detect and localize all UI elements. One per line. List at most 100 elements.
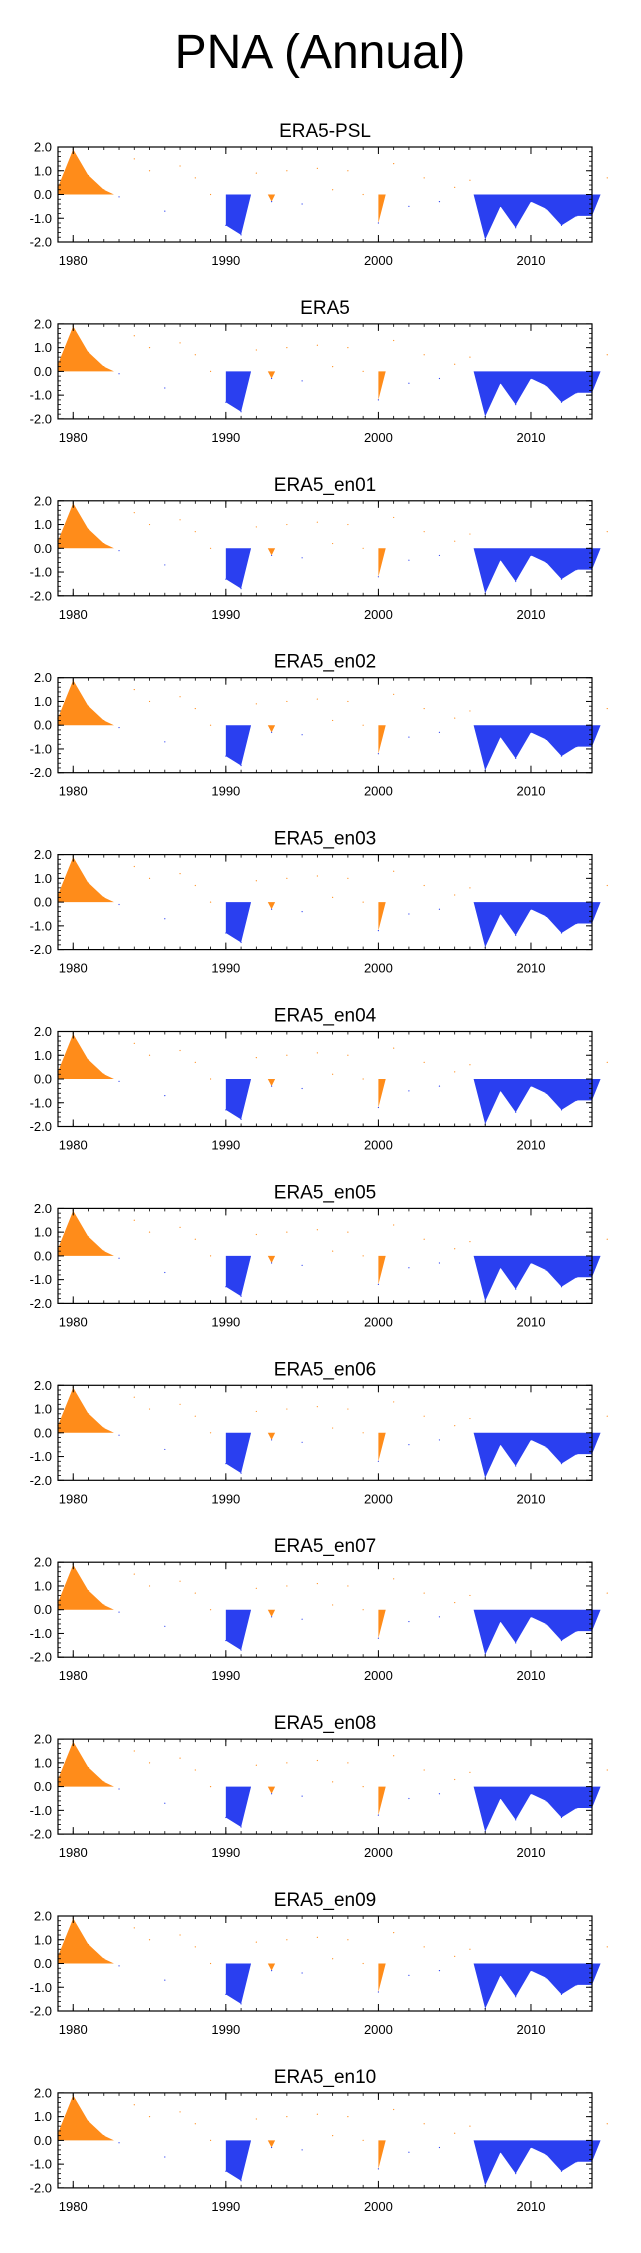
- x-tick-label: 1990: [211, 1668, 240, 1683]
- negative-area: [473, 1786, 608, 1832]
- data-point: [606, 1061, 608, 1063]
- y-tick-label: 1.0: [34, 163, 52, 178]
- data-point: [301, 1087, 303, 1090]
- data-point: [499, 1267, 502, 1269]
- data-point: [606, 1415, 608, 1417]
- positive-area: [267, 194, 364, 202]
- positive-area: [58, 326, 211, 372]
- data-point: [469, 179, 471, 181]
- data-point: [530, 908, 532, 910]
- positive-area: [267, 371, 364, 379]
- data-point: [377, 1106, 379, 1109]
- chart-panel: ERA5_en03 2.0 1.0 0.0 -1.0 -2.0 1980 1990 2000 20…: [30, 829, 608, 976]
- data-point: [576, 392, 578, 394]
- data-point: [240, 234, 242, 236]
- data-point: [393, 1932, 395, 1934]
- data-point: [423, 2123, 425, 2125]
- data-point: [362, 724, 364, 726]
- data-point: [545, 561, 547, 564]
- data-point: [469, 710, 471, 712]
- data-point: [87, 1943, 90, 1946]
- data-point: [438, 554, 441, 557]
- data-point: [271, 1970, 273, 1972]
- x-tick-label: 1980: [59, 1138, 88, 1153]
- data-point: [255, 1941, 257, 1943]
- data-point: [240, 411, 242, 413]
- data-point: [164, 1271, 166, 1274]
- x-tick-label: 1990: [211, 784, 240, 799]
- data-point: [271, 554, 273, 557]
- data-point: [118, 1788, 120, 1790]
- data-point: [164, 741, 166, 743]
- chart-panel: ERA5_en05 2.0 1.0 0.0 -1.0 -2.0 1980 1990 2000 20…: [30, 1182, 608, 1329]
- data-point: [408, 382, 410, 384]
- data-point: [209, 1962, 212, 1965]
- negative-area: [473, 1255, 608, 1302]
- chart-panel: ERA5_en06 2.0 1.0 0.0 -1.0 -2.0 1980 1990 2000 20…: [30, 1359, 608, 1506]
- data-point: [423, 1061, 425, 1063]
- data-point: [118, 550, 120, 552]
- data-point: [530, 1439, 532, 1441]
- positive-area: [58, 856, 211, 903]
- data-point: [530, 1262, 532, 1264]
- data-point: [194, 2123, 196, 2125]
- negative-area: [473, 2140, 608, 2186]
- panel-title: ERA5-PSL: [279, 121, 371, 142]
- data-point: [286, 523, 288, 526]
- data-point: [377, 1460, 379, 1462]
- data-point: [255, 2118, 257, 2120]
- data-point: [606, 884, 608, 887]
- data-point: [316, 1759, 318, 1762]
- data-point: [164, 210, 166, 212]
- data-point: [225, 755, 227, 757]
- data-point: [499, 382, 502, 384]
- positive-area: [267, 1079, 364, 1087]
- y-tick-label: 0.0: [34, 1956, 52, 1971]
- panel-title: ERA5_en06: [274, 1359, 376, 1380]
- data-point: [560, 2170, 563, 2172]
- data-point: [454, 540, 456, 542]
- y-tick-label: -2.0: [30, 765, 52, 780]
- data-point: [225, 932, 227, 934]
- data-point: [576, 569, 578, 571]
- y-tick-label: -2.0: [30, 1827, 52, 1842]
- data-point: [133, 688, 135, 691]
- y-tick-label: 0.0: [34, 541, 52, 556]
- data-point: [545, 208, 547, 210]
- x-tick-label: 1990: [211, 1845, 240, 1860]
- data-point: [560, 755, 563, 757]
- data-point: [469, 1417, 471, 1420]
- data-point: [133, 1750, 135, 1752]
- data-point: [393, 870, 395, 872]
- positive-area: [267, 2140, 364, 2148]
- x-tick-label: 2010: [517, 784, 546, 799]
- data-point: [301, 2149, 303, 2151]
- positive-area: [58, 1210, 211, 1256]
- data-point: [530, 1085, 532, 1087]
- data-point: [148, 1408, 151, 1410]
- data-point: [347, 1408, 349, 1410]
- y-tick-label: -2.0: [30, 1473, 52, 1488]
- data-point: [515, 1996, 517, 1998]
- data-point: [118, 726, 120, 729]
- x-tick-label: 2000: [364, 1138, 393, 1153]
- data-point: [87, 528, 90, 530]
- data-point: [225, 578, 227, 580]
- data-point: [454, 363, 456, 365]
- data-point: [164, 1448, 166, 1451]
- x-tick-label: 2000: [364, 961, 393, 976]
- data-point: [286, 1585, 288, 1587]
- y-tick-label: 0.0: [34, 1425, 52, 1440]
- positive-area: [58, 1387, 211, 1433]
- data-point: [454, 1071, 456, 1073]
- chart-panel: ERA5_en10 2.0 1.0 0.0 -1.0 -2.0 1980 1990 2000 20…: [30, 2067, 608, 2214]
- data-point: [209, 2139, 212, 2141]
- data-point: [530, 1970, 532, 1972]
- data-point: [133, 158, 135, 160]
- data-point: [194, 1238, 196, 1240]
- data-point: [377, 753, 379, 755]
- data-point: [515, 2173, 517, 2175]
- data-point: [133, 1219, 135, 1221]
- data-point: [499, 1090, 502, 1092]
- x-tick-label: 2010: [517, 2199, 546, 2214]
